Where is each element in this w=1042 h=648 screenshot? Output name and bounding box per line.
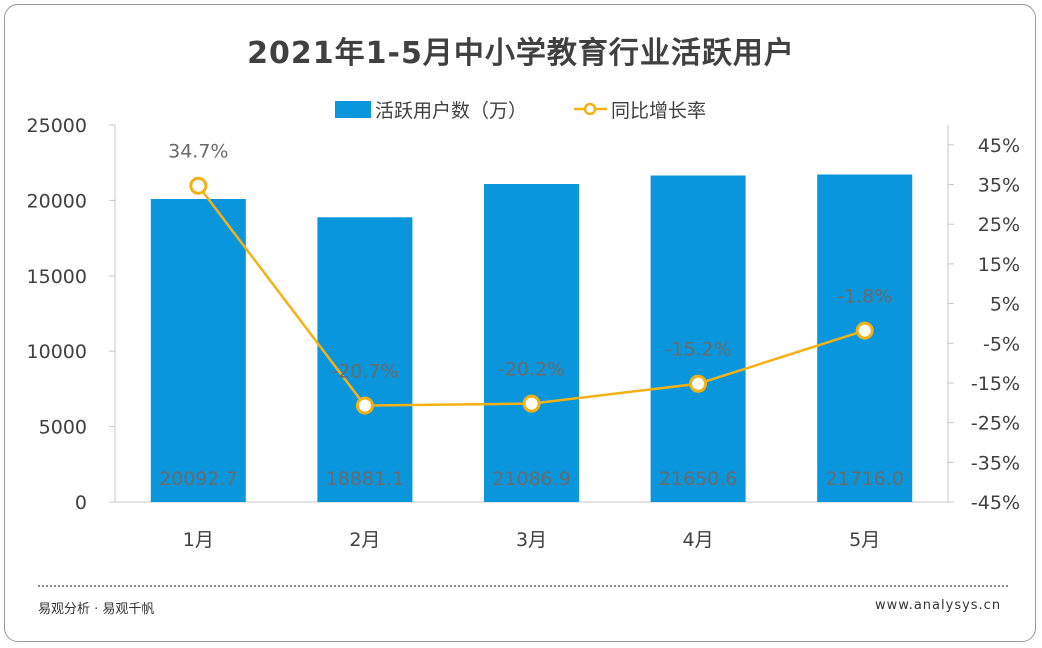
growth-point bbox=[189, 176, 208, 195]
footer-source: 易观分析 · 易观千帆 bbox=[38, 602, 155, 617]
right-tick-label: -45% bbox=[971, 492, 1020, 514]
bar bbox=[484, 184, 579, 502]
legend-line-marker bbox=[583, 102, 597, 116]
bar-value-label: 20092.7 bbox=[159, 468, 238, 490]
growth-point bbox=[855, 321, 874, 340]
left-tick-label: 25000 bbox=[27, 115, 87, 137]
left-tick-label: 0 bbox=[75, 492, 87, 514]
growth-point bbox=[355, 396, 374, 415]
right-tick-label: -35% bbox=[971, 452, 1020, 474]
right-tick-label: 25% bbox=[978, 214, 1020, 236]
bar bbox=[150, 199, 246, 503]
chart-title: 2021年1-5月中小学教育行业活跃用户 bbox=[247, 36, 795, 71]
growth-value-label: 34.7% bbox=[168, 141, 228, 163]
growth-value-label: -20.2% bbox=[498, 359, 565, 381]
growth-point bbox=[689, 374, 708, 393]
right-tick-label: 5% bbox=[990, 294, 1020, 316]
x-tick-label: 1月 bbox=[183, 529, 214, 551]
right-tick-label: -5% bbox=[983, 333, 1020, 355]
bar-value-label: 21650.6 bbox=[659, 468, 738, 490]
bar-value-label: 18881.1 bbox=[326, 468, 405, 490]
footer-url: www.analysys.cn bbox=[875, 598, 1002, 613]
growth-point bbox=[522, 394, 541, 413]
legend-line-label: 同比增长率 bbox=[611, 100, 706, 122]
x-tick-label: 3月 bbox=[516, 529, 547, 551]
left-tick-label: 20000 bbox=[27, 190, 87, 212]
bar-value-label: 21086.9 bbox=[492, 468, 571, 490]
right-tick-label: -25% bbox=[971, 413, 1020, 435]
x-tick-label: 2月 bbox=[349, 529, 380, 551]
legend-bar-swatch bbox=[335, 101, 371, 118]
right-tick-label: 15% bbox=[978, 254, 1020, 276]
right-tick-label: 45% bbox=[978, 135, 1020, 157]
x-tick-label: 5月 bbox=[849, 529, 880, 551]
legend-bar-label: 活跃用户数（万） bbox=[375, 100, 527, 122]
left-tick-label: 15000 bbox=[27, 266, 87, 288]
growth-value-label: -1.8% bbox=[837, 286, 892, 308]
left-tick-label: 10000 bbox=[27, 341, 87, 363]
bar-value-label: 21716.0 bbox=[825, 468, 904, 490]
growth-value-label: -20.7% bbox=[331, 361, 398, 383]
right-tick-label: 35% bbox=[978, 175, 1020, 197]
footer-divider bbox=[38, 585, 1008, 587]
right-tick-label: -15% bbox=[971, 373, 1020, 395]
bar bbox=[650, 175, 746, 502]
growth-value-label: -15.2% bbox=[664, 339, 731, 361]
x-tick-label: 4月 bbox=[683, 529, 714, 551]
bar bbox=[317, 217, 413, 502]
left-tick-label: 5000 bbox=[39, 417, 87, 439]
